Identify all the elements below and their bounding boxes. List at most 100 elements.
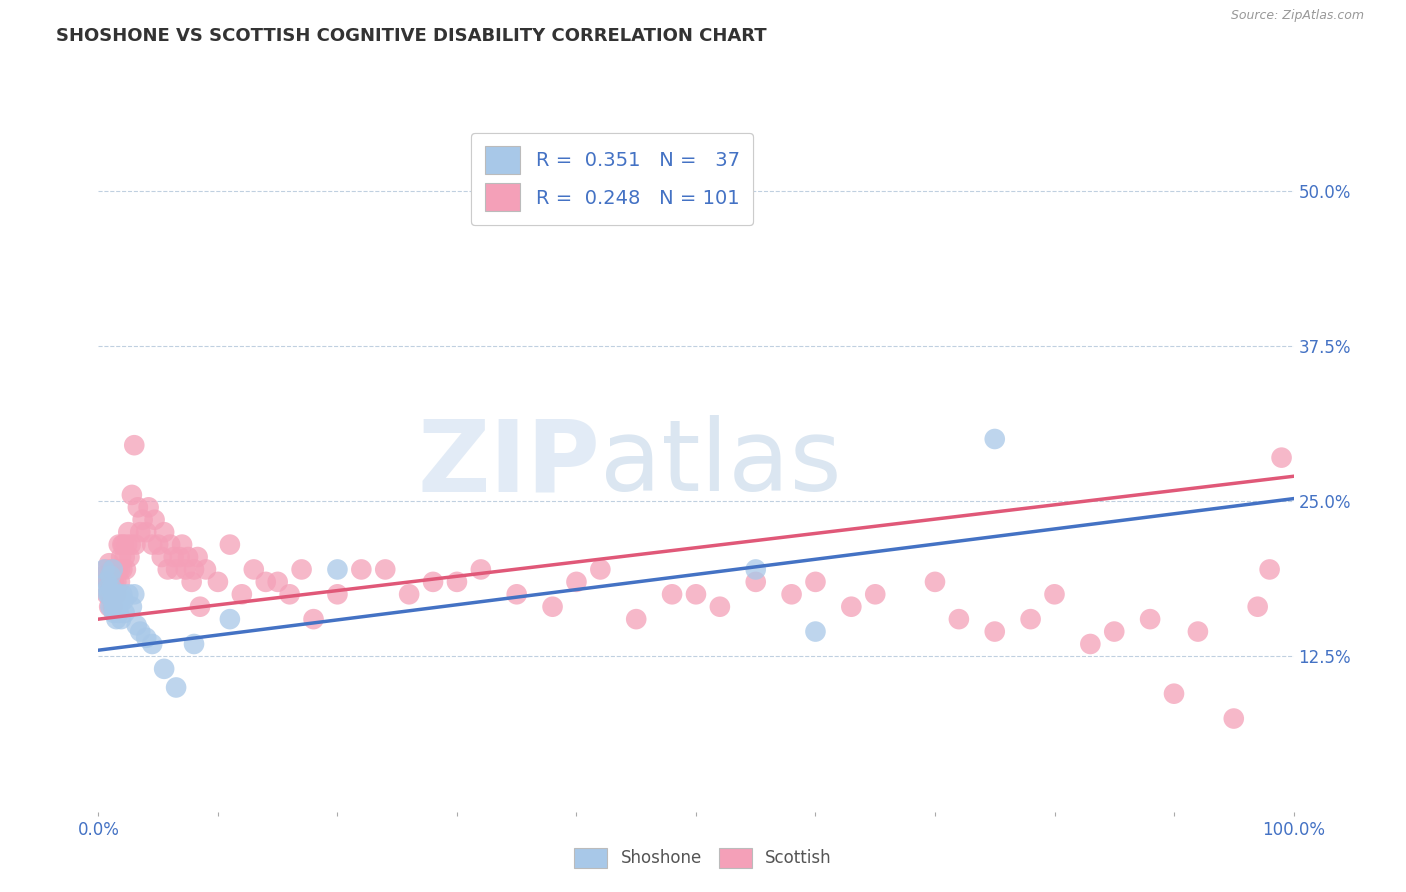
- Text: Source: ZipAtlas.com: Source: ZipAtlas.com: [1230, 9, 1364, 22]
- Point: [117, 525, 139, 540]
- Point: [115, 562, 138, 576]
- Point: [108, 574, 131, 589]
- Point: [101, 562, 124, 576]
- Point: [267, 574, 290, 589]
- Point: [98, 587, 121, 601]
- Point: [112, 593, 135, 607]
- Point: [541, 599, 564, 614]
- Point: [685, 587, 707, 601]
- Point: [163, 549, 186, 564]
- Point: [169, 549, 191, 564]
- Point: [115, 538, 138, 552]
- Point: [183, 562, 205, 576]
- Point: [254, 574, 277, 589]
- Point: [117, 587, 139, 601]
- Point: [172, 538, 194, 552]
- Point: [107, 538, 129, 552]
- Point: [422, 574, 444, 589]
- Point: [780, 587, 803, 601]
- Point: [863, 587, 887, 601]
- Point: [107, 606, 129, 620]
- Point: [589, 562, 612, 576]
- Point: [135, 631, 157, 645]
- Point: [103, 606, 125, 620]
- Point: [841, 599, 863, 614]
- Point: [124, 587, 146, 601]
- Point: [1246, 599, 1268, 614]
- Point: [194, 562, 218, 576]
- Point: [177, 549, 200, 564]
- Legend: R =  0.351   N =   37, R =  0.248   N = 101: R = 0.351 N = 37, R = 0.248 N = 101: [471, 133, 754, 225]
- Point: [924, 574, 946, 589]
- Point: [101, 593, 124, 607]
- Point: [124, 438, 146, 452]
- Point: [101, 587, 124, 601]
- Point: [153, 525, 176, 540]
- Point: [104, 587, 127, 601]
- Point: [98, 568, 122, 582]
- Point: [114, 549, 136, 564]
- Point: [105, 612, 128, 626]
- Point: [1222, 712, 1246, 726]
- Text: atlas: atlas: [600, 416, 842, 512]
- Point: [446, 574, 468, 589]
- Point: [97, 574, 120, 589]
- Point: [291, 562, 314, 576]
- Point: [135, 525, 157, 540]
- Point: [111, 562, 134, 576]
- Point: [326, 562, 349, 576]
- Point: [105, 599, 128, 614]
- Point: [94, 562, 117, 576]
- Point: [1187, 624, 1209, 639]
- Point: [709, 599, 731, 614]
- Text: ZIP: ZIP: [418, 416, 600, 512]
- Point: [804, 574, 827, 589]
- Point: [120, 538, 142, 552]
- Point: [1080, 637, 1102, 651]
- Point: [374, 562, 396, 576]
- Legend: Shoshone, Scottish: Shoshone, Scottish: [568, 841, 838, 875]
- Point: [97, 587, 120, 601]
- Point: [148, 538, 170, 552]
- Point: [143, 513, 166, 527]
- Point: [1019, 612, 1042, 626]
- Point: [98, 599, 122, 614]
- Point: [96, 587, 118, 601]
- Point: [111, 587, 134, 601]
- Point: [350, 562, 373, 576]
- Point: [110, 549, 132, 564]
- Point: [104, 587, 127, 601]
- Point: [626, 612, 648, 626]
- Point: [219, 538, 242, 552]
- Point: [150, 549, 173, 564]
- Point: [108, 562, 131, 576]
- Point: [156, 562, 179, 576]
- Point: [188, 599, 211, 614]
- Point: [107, 562, 129, 576]
- Point: [1258, 562, 1281, 576]
- Point: [141, 637, 163, 651]
- Point: [1043, 587, 1066, 601]
- Point: [107, 587, 129, 601]
- Point: [108, 593, 131, 607]
- Point: [207, 574, 229, 589]
- Point: [121, 488, 143, 502]
- Point: [948, 612, 970, 626]
- Point: [105, 587, 128, 601]
- Point: [127, 500, 149, 515]
- Point: [98, 556, 121, 570]
- Point: [1139, 612, 1161, 626]
- Point: [93, 562, 115, 576]
- Point: [98, 574, 122, 589]
- Point: [326, 587, 349, 601]
- Point: [103, 599, 125, 614]
- Point: [187, 549, 209, 564]
- Point: [302, 612, 325, 626]
- Point: [165, 681, 187, 695]
- Point: [121, 599, 143, 614]
- Point: [159, 538, 181, 552]
- Point: [98, 599, 121, 614]
- Point: [93, 568, 115, 582]
- Point: [565, 574, 588, 589]
- Point: [984, 432, 1007, 446]
